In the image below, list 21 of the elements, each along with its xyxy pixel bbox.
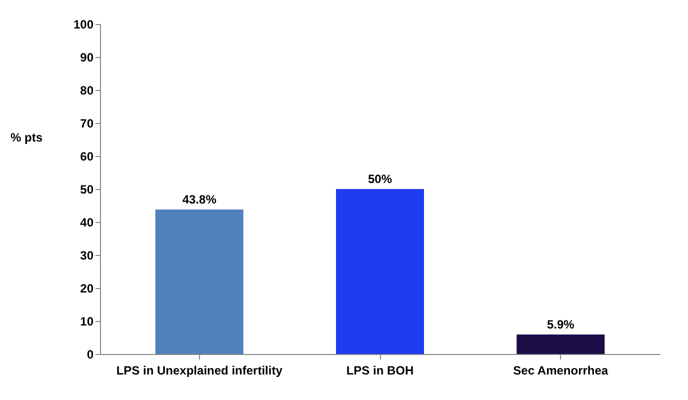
y-tick-label: 80 [80,84,94,98]
x-tick-label: LPS in BOH [346,364,414,378]
y-tick-label: 60 [80,150,94,164]
bar [155,209,244,354]
y-axis-title: % pts [10,130,43,144]
data-label: 50% [368,172,392,186]
y-tick-label: 10 [80,314,94,328]
y-tick-label: 70 [80,116,94,130]
y-tick-label: 90 [80,50,94,64]
bar [516,334,605,354]
y-tick-label: 0 [86,348,94,362]
y-tick-label: 20 [80,282,94,296]
x-tick-label: LPS in Unexplained infertility [116,364,283,378]
y-tick-label: 40 [80,216,94,230]
data-label: 43.8% [182,192,217,206]
y-tick-label: 30 [80,248,94,262]
y-tick-label: 50 [80,182,94,196]
x-tick-label: Sec Amenorrhea [513,364,608,378]
bar [336,189,424,354]
data-label: 5.9% [546,318,575,332]
y-tick-label: 100 [73,18,94,32]
